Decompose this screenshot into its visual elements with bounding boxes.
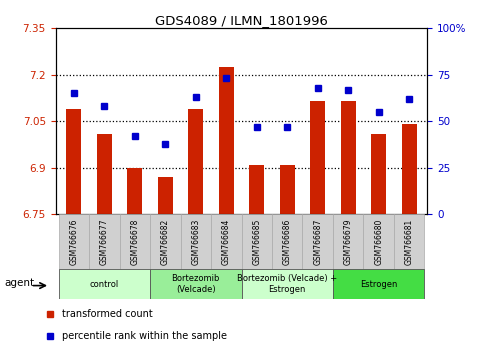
FancyBboxPatch shape [242,269,333,299]
Bar [157,177,173,214]
FancyBboxPatch shape [58,214,89,269]
Text: Estrogen: Estrogen [360,280,398,289]
Bar [188,109,203,214]
Text: Bortezomib
(Velcade): Bortezomib (Velcade) [171,274,220,294]
Text: transformed count: transformed count [61,308,152,319]
FancyBboxPatch shape [363,214,394,269]
Text: Bortezomib (Velcade) +
Estrogen: Bortezomib (Velcade) + Estrogen [237,274,337,294]
FancyBboxPatch shape [333,214,363,269]
Text: GSM766682: GSM766682 [161,218,170,265]
FancyBboxPatch shape [242,214,272,269]
Bar [249,165,264,214]
FancyBboxPatch shape [150,214,181,269]
FancyBboxPatch shape [333,269,425,299]
FancyBboxPatch shape [89,214,120,269]
FancyBboxPatch shape [394,214,425,269]
Text: GSM766683: GSM766683 [191,218,200,265]
Bar [127,168,142,214]
Text: GSM766686: GSM766686 [283,218,292,265]
FancyBboxPatch shape [120,214,150,269]
Bar [97,134,112,214]
Text: GSM766677: GSM766677 [100,218,109,265]
Text: agent: agent [4,278,35,287]
FancyBboxPatch shape [211,214,242,269]
Bar [371,134,386,214]
Text: GSM766681: GSM766681 [405,218,413,265]
FancyBboxPatch shape [181,214,211,269]
Bar [401,124,417,214]
Bar [280,165,295,214]
FancyBboxPatch shape [272,214,302,269]
Title: GDS4089 / ILMN_1801996: GDS4089 / ILMN_1801996 [155,14,328,27]
Bar [341,101,356,214]
Text: GSM766687: GSM766687 [313,218,322,265]
Text: control: control [90,280,119,289]
Text: percentile rank within the sample: percentile rank within the sample [61,331,227,341]
Text: GSM766680: GSM766680 [374,218,383,265]
Bar [219,67,234,214]
FancyBboxPatch shape [150,269,242,299]
Text: GSM766676: GSM766676 [70,218,78,265]
Text: GSM766684: GSM766684 [222,218,231,265]
Text: GSM766679: GSM766679 [344,218,353,265]
Text: GSM766678: GSM766678 [130,218,139,265]
Text: GSM766685: GSM766685 [252,218,261,265]
FancyBboxPatch shape [302,214,333,269]
Bar [310,101,326,214]
FancyBboxPatch shape [58,269,150,299]
Bar [66,109,82,214]
